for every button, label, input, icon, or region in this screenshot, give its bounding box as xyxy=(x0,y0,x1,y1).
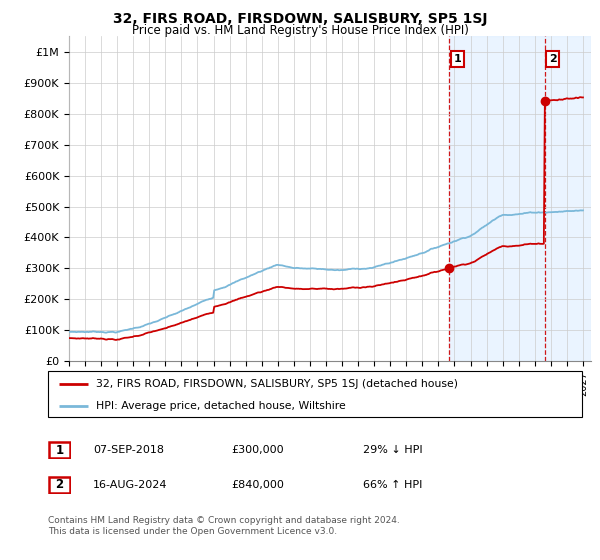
Text: 07-SEP-2018: 07-SEP-2018 xyxy=(93,445,164,455)
Bar xyxy=(449,36,591,361)
Text: 2: 2 xyxy=(549,54,557,64)
Text: £840,000: £840,000 xyxy=(231,480,284,490)
Text: Price paid vs. HM Land Registry's House Price Index (HPI): Price paid vs. HM Land Registry's House … xyxy=(131,24,469,36)
Text: £300,000: £300,000 xyxy=(231,445,284,455)
Text: Contains HM Land Registry data © Crown copyright and database right 2024.
This d: Contains HM Land Registry data © Crown c… xyxy=(48,516,400,536)
Text: 32, FIRS ROAD, FIRSDOWN, SALISBURY, SP5 1SJ: 32, FIRS ROAD, FIRSDOWN, SALISBURY, SP5 … xyxy=(113,12,487,26)
Text: 29% ↓ HPI: 29% ↓ HPI xyxy=(363,445,422,455)
Text: 1: 1 xyxy=(454,54,461,64)
Text: 2: 2 xyxy=(55,478,64,492)
Text: 32, FIRS ROAD, FIRSDOWN, SALISBURY, SP5 1SJ (detached house): 32, FIRS ROAD, FIRSDOWN, SALISBURY, SP5 … xyxy=(96,379,458,389)
Text: 16-AUG-2024: 16-AUG-2024 xyxy=(93,480,167,490)
Text: HPI: Average price, detached house, Wiltshire: HPI: Average price, detached house, Wilt… xyxy=(96,401,346,410)
Text: 66% ↑ HPI: 66% ↑ HPI xyxy=(363,480,422,490)
Text: 1: 1 xyxy=(55,444,64,457)
